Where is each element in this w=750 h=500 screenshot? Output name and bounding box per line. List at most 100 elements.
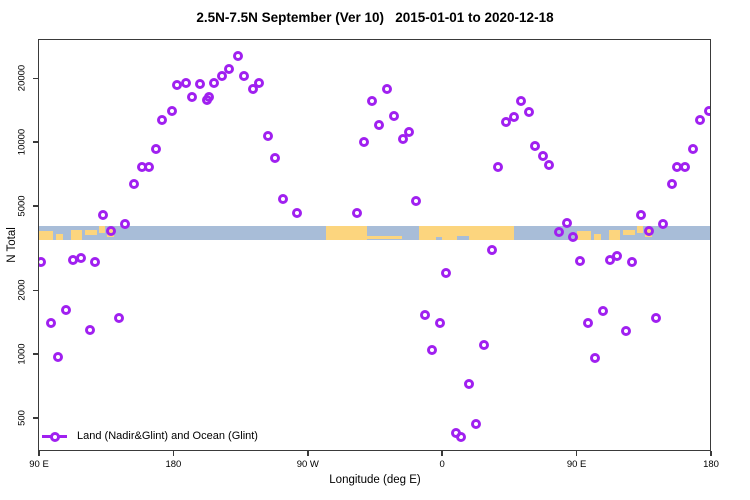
data-point [61,305,72,316]
data-point [76,253,87,264]
map-band-land-patch [84,230,98,236]
data-point [543,160,554,171]
data-point [89,257,100,268]
data-point [224,64,235,74]
x-axis-tick [441,451,443,456]
data-point [187,92,198,103]
map-band-land-patch [325,226,368,240]
data-point [643,225,654,236]
data-point [574,256,585,267]
map-band-land-patch [608,229,620,240]
data-point [695,114,706,125]
data-point [620,325,631,336]
data-point [292,207,303,218]
data-point [455,431,466,442]
legend-marker-circle [49,431,60,442]
data-point [157,114,168,125]
x-axis-tick [307,451,309,456]
x-tick-label: 90 E [566,459,587,470]
map-band-land-patch [576,230,591,240]
x-axis-tick [172,451,175,456]
data-point [420,309,430,320]
data-point [359,137,370,148]
data-point [98,209,109,220]
map-band-land-patch [56,233,64,240]
data-point [626,257,637,268]
y-axis-tick [33,205,38,207]
data-point [382,84,393,95]
y-axis-label: N Total [6,227,18,263]
data-point [120,218,130,229]
data-point [217,70,228,81]
data-point [53,351,64,362]
data-point [427,344,438,355]
data-point [553,227,564,238]
data-point [352,207,363,218]
data-point [411,195,422,206]
data-point [666,179,677,189]
data-point [247,84,258,95]
x-tick-label: 90 E [29,459,49,470]
data-point [597,305,608,316]
data-point [128,179,139,189]
y-tick-label: 20000 [16,65,28,92]
y-tick-label: 10000 [16,129,28,156]
data-point [688,144,699,155]
data-point [636,209,647,220]
data-point [672,162,683,173]
data-point [471,419,482,430]
data-point [181,78,192,89]
map-band-land-patch [71,229,82,240]
map-band-land-patch [419,226,514,240]
data-point [277,193,288,204]
data-point [612,251,623,262]
data-point [583,317,594,328]
plot-area: Land (Nadir&Glint) and Ocean (Glint) [38,39,711,451]
map-band-land-patch [593,233,601,240]
data-point [233,51,244,61]
y-axis-tick [33,77,38,80]
data-point [658,218,669,229]
data-point [388,111,399,122]
data-point [441,268,452,279]
data-point [567,231,578,242]
y-tick-label: 500 [16,409,28,426]
data-point [46,317,57,328]
legend-label: Land (Nadir&Glint) and Ocean (Glint) [77,429,258,442]
data-point [398,133,409,144]
data-point [493,162,504,173]
map-band-ocean [39,226,710,240]
data-point [374,119,384,130]
y-tick-label: 2000 [16,279,28,301]
data-point [529,141,540,152]
data-point [171,80,182,91]
y-tick-label: 5000 [16,195,28,217]
map-band-land-patch [367,236,402,240]
data-point [523,107,534,118]
data-point [478,339,489,350]
data-point [516,96,526,107]
chart-title: 2.5N-7.5N September (Ver 10) 2015-01-01 … [196,10,554,25]
y-axis-tick [33,141,38,143]
data-point [85,324,96,335]
data-point [651,312,661,323]
data-point [263,131,274,142]
data-point [239,70,250,81]
x-axis-tick [38,451,40,456]
map-band-land-patch [99,226,105,234]
data-point [508,111,519,122]
y-axis-tick [33,417,38,419]
map-band-land-patch [622,230,635,236]
data-point [562,218,572,229]
data-point [167,105,178,116]
x-tick-label: 90 W [296,459,319,470]
x-axis-tick [575,451,578,456]
data-point [144,162,155,173]
data-point [39,257,47,268]
y-axis-tick [33,353,38,355]
x-tick-label: 0 [439,459,445,470]
map-band-land-patch [39,230,54,240]
data-point [537,151,548,162]
y-tick-label: 1000 [16,343,28,365]
